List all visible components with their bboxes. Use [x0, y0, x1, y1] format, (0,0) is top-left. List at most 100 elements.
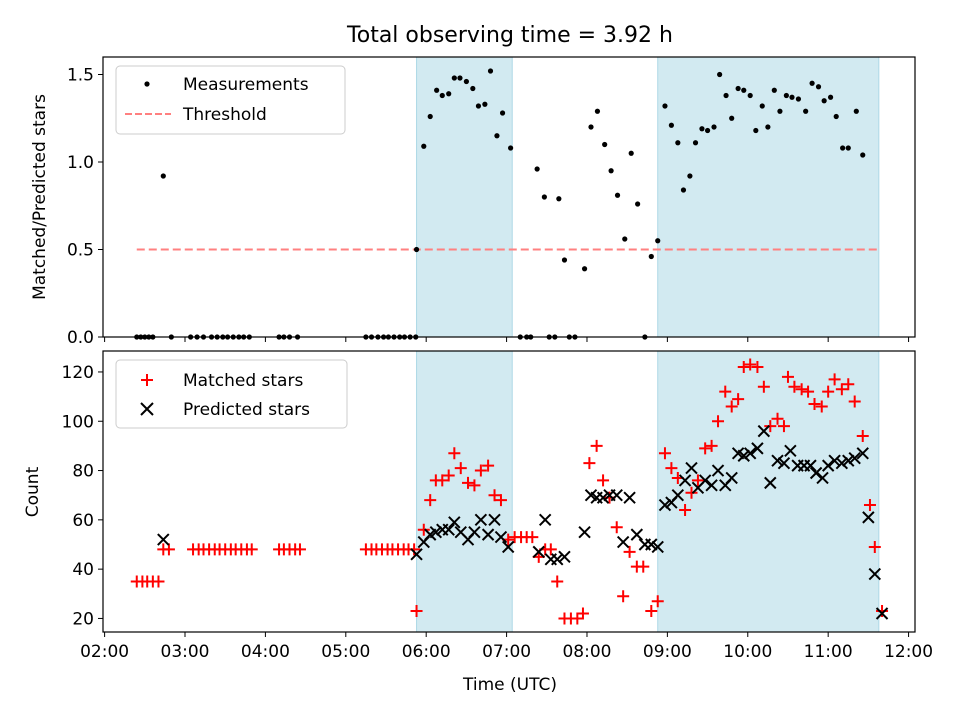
- predicted-star-point: [856, 447, 869, 460]
- matched-star-point: [685, 486, 698, 499]
- x-tick-label: 10:00: [723, 642, 772, 662]
- y-tick-label: 1.0: [67, 153, 94, 173]
- matched-star-point: [468, 479, 481, 492]
- measurement-point: [753, 127, 759, 134]
- measurement-point: [470, 85, 476, 92]
- measurement-point: [508, 145, 514, 151]
- measurement-point: [608, 168, 614, 174]
- measurement-point: [840, 145, 846, 151]
- matched-star-point: [645, 605, 658, 618]
- observing-interval: [416, 350, 513, 633]
- matched-star-point: [691, 474, 704, 487]
- x-tick-label: 06:00: [402, 642, 451, 662]
- measurement-point: [648, 253, 654, 260]
- measurement-point: [765, 124, 771, 130]
- predicted-stars-legend-marker: [140, 402, 154, 416]
- matched-star-point: [856, 430, 869, 443]
- matched-star-point: [712, 415, 725, 428]
- predicted-star-point: [743, 447, 757, 460]
- predicted-star-point: [698, 474, 712, 487]
- matched-star-point: [610, 521, 623, 534]
- matched-stars-legend-label: Matched stars: [183, 371, 303, 391]
- measurement-point: [827, 94, 834, 100]
- predicted-star-point: [835, 456, 849, 470]
- matched-star-point: [777, 420, 790, 433]
- figure-title: Total observing time = 3.92 h: [346, 23, 673, 48]
- measurement-point: [594, 108, 601, 114]
- measurement-point: [487, 68, 494, 74]
- predicted-star-point: [771, 454, 784, 467]
- predicted-star-point: [816, 471, 829, 485]
- x-tick-label: 12:00: [884, 642, 933, 662]
- y-tick-label: 80: [72, 462, 94, 482]
- measurement-point: [795, 96, 802, 102]
- measurement-point: [821, 98, 827, 104]
- observing-interval: [416, 56, 513, 338]
- threshold-legend-label: Threshold: [182, 105, 267, 125]
- measurement-point: [457, 75, 463, 81]
- predicted-star-point: [809, 466, 823, 480]
- predicted-star-point: [784, 444, 797, 458]
- predicted-star-point: [645, 538, 658, 551]
- measurement-point: [635, 201, 641, 207]
- measurement-point: [451, 75, 457, 81]
- x-axis-label: Time (UTC): [462, 675, 557, 695]
- x-tick-label: 11:00: [804, 642, 853, 662]
- x-tick-label: 02:00: [80, 642, 129, 662]
- measurement-point: [699, 126, 705, 132]
- measurement-point: [777, 108, 783, 114]
- predicted-star-point: [538, 513, 552, 527]
- matched-star-point: [597, 474, 610, 487]
- measurement-point: [628, 150, 634, 156]
- matched-star-point: [815, 400, 828, 413]
- predicted-star-point: [623, 491, 636, 504]
- measurements-legend-label: Measurements: [183, 75, 309, 95]
- predicted-star-point: [671, 488, 685, 502]
- measurement-point: [675, 140, 681, 146]
- matched-star-point: [863, 499, 876, 512]
- matched-star-point: [551, 575, 564, 588]
- predicted-star-point: [737, 449, 750, 462]
- matched-star-point: [725, 400, 738, 413]
- ratio-legend-box: [115, 65, 346, 135]
- matched-star-point: [482, 459, 495, 472]
- matched-star-point: [474, 464, 487, 477]
- matched-star-point: [162, 543, 175, 556]
- measurement-point: [614, 192, 621, 198]
- predicted-star-point: [751, 442, 764, 455]
- measurement-point: [463, 78, 469, 85]
- predicted-star-point: [764, 476, 777, 490]
- predicted-star-point: [551, 553, 564, 566]
- predicted-star-point: [630, 528, 644, 541]
- predicted-star-point: [442, 523, 455, 536]
- measurement-point: [655, 238, 661, 244]
- predicted-star-point: [868, 567, 882, 581]
- matched-star-point: [245, 543, 258, 556]
- measurement-point: [711, 124, 717, 130]
- matched-star-point: [152, 575, 165, 588]
- matched-star-point: [699, 442, 712, 455]
- ratio-legend: Measurements Threshold: [115, 65, 346, 135]
- predicted-star-point: [678, 474, 692, 487]
- x-tick-label: 04:00: [241, 642, 290, 662]
- matched-star-point: [705, 439, 718, 452]
- matched-star-point: [757, 380, 770, 393]
- predicted-star-point: [658, 498, 672, 512]
- matched-star-point: [623, 545, 636, 558]
- measurement-point: [692, 140, 699, 146]
- matched-star-point: [808, 397, 821, 410]
- measurement-point: [735, 85, 741, 92]
- matched-star-point: [771, 412, 784, 425]
- measurement-point: [602, 141, 608, 148]
- measurement-point: [561, 257, 568, 263]
- ratio-y-axis-ticks: 0.0 0.5 1.0 1.5: [67, 66, 103, 348]
- matched-star-point: [737, 361, 750, 374]
- measurement-point: [668, 122, 675, 128]
- y-tick-label: 60: [72, 511, 94, 531]
- y-tick-label: 0.5: [67, 241, 94, 261]
- matched-star-point: [842, 378, 855, 391]
- predicted-star-point: [488, 513, 501, 527]
- measurement-point: [494, 133, 500, 139]
- matched-star-point: [617, 590, 630, 603]
- matched-star-point: [590, 439, 603, 452]
